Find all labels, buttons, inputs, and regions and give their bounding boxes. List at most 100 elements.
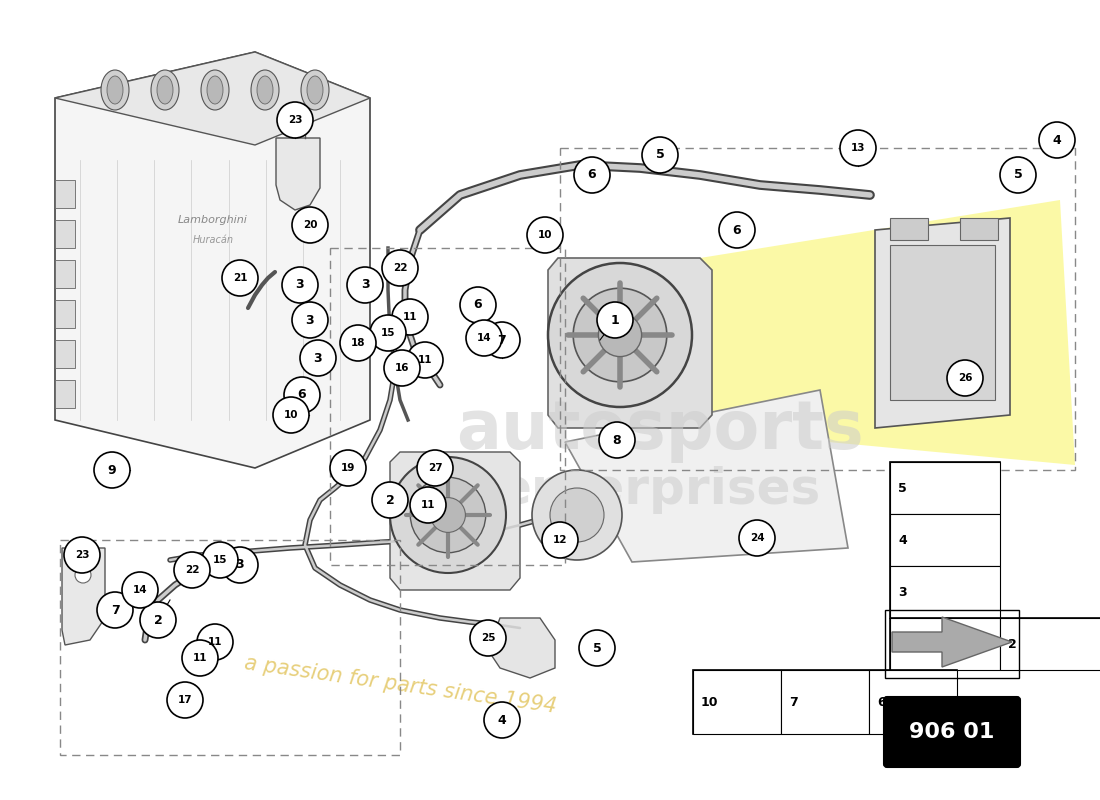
Ellipse shape [151, 70, 179, 110]
Ellipse shape [251, 70, 279, 110]
Text: 3: 3 [361, 278, 370, 291]
Text: 2: 2 [386, 494, 395, 506]
Text: 11: 11 [208, 637, 222, 647]
Bar [693, 670, 781, 734]
Circle shape [466, 320, 502, 356]
Circle shape [75, 567, 91, 583]
Text: 9: 9 [108, 463, 117, 477]
Text: 14: 14 [133, 585, 147, 595]
Circle shape [372, 482, 408, 518]
Text: 5: 5 [593, 642, 602, 654]
Circle shape [484, 322, 520, 358]
Text: 12: 12 [552, 535, 568, 545]
Bar [890, 462, 1000, 618]
Text: 4: 4 [898, 534, 906, 546]
Text: 15: 15 [381, 328, 395, 338]
Circle shape [292, 207, 328, 243]
Text: 24: 24 [750, 533, 764, 543]
Text: 6: 6 [587, 169, 596, 182]
Polygon shape [55, 52, 370, 468]
Circle shape [598, 314, 641, 357]
Text: 2: 2 [1008, 638, 1016, 650]
Circle shape [122, 572, 158, 608]
Text: 7: 7 [789, 695, 797, 709]
Text: 5: 5 [656, 149, 664, 162]
Bar [1000, 618, 1100, 670]
Polygon shape [892, 617, 1012, 667]
Circle shape [292, 302, 328, 338]
Text: 18: 18 [351, 338, 365, 348]
Circle shape [840, 130, 876, 166]
Circle shape [600, 422, 635, 458]
Circle shape [1040, 122, 1075, 158]
Circle shape [947, 360, 983, 396]
Text: 25: 25 [481, 633, 495, 643]
Bar [781, 670, 869, 734]
Ellipse shape [207, 76, 223, 104]
Text: 3: 3 [306, 314, 315, 326]
Text: 7: 7 [111, 603, 120, 617]
Bar [890, 618, 1000, 670]
Circle shape [527, 217, 563, 253]
Circle shape [532, 470, 621, 560]
Text: 13: 13 [850, 143, 866, 153]
Bar [869, 670, 957, 734]
Text: 27: 27 [428, 463, 442, 473]
Circle shape [739, 520, 776, 556]
Circle shape [346, 267, 383, 303]
Text: 906 01: 906 01 [910, 722, 994, 742]
Text: 3: 3 [314, 351, 322, 365]
Bar [890, 618, 1100, 670]
Ellipse shape [101, 70, 129, 110]
Ellipse shape [257, 76, 273, 104]
Circle shape [410, 487, 446, 523]
Polygon shape [874, 218, 1010, 428]
Circle shape [182, 640, 218, 676]
Text: 4: 4 [1053, 134, 1062, 146]
Circle shape [719, 212, 755, 248]
Circle shape [417, 450, 453, 486]
Circle shape [470, 620, 506, 656]
Text: 21: 21 [233, 273, 248, 283]
Circle shape [167, 682, 204, 718]
Bar [55, 220, 75, 248]
Circle shape [548, 263, 692, 407]
Circle shape [484, 702, 520, 738]
Ellipse shape [301, 70, 329, 110]
Circle shape [430, 498, 465, 533]
Circle shape [384, 350, 420, 386]
Polygon shape [488, 618, 556, 678]
Bar [60, 540, 400, 755]
Bar [890, 514, 1000, 566]
Text: Huracán: Huracán [192, 235, 233, 245]
Text: 11: 11 [418, 355, 432, 365]
Bar [890, 218, 928, 240]
Circle shape [282, 267, 318, 303]
Text: 11: 11 [192, 653, 207, 663]
Text: 23: 23 [288, 115, 302, 125]
Circle shape [382, 250, 418, 286]
Text: autosports: autosports [456, 397, 864, 463]
Circle shape [300, 340, 336, 376]
Circle shape [410, 478, 486, 553]
Circle shape [174, 552, 210, 588]
Ellipse shape [307, 76, 323, 104]
Text: enterprises: enterprises [498, 466, 822, 514]
Circle shape [64, 537, 100, 573]
Text: 4: 4 [497, 714, 506, 726]
Text: 6: 6 [877, 695, 886, 709]
Ellipse shape [201, 70, 229, 110]
Text: 5: 5 [898, 482, 906, 494]
Circle shape [407, 342, 443, 378]
Polygon shape [548, 258, 712, 428]
Circle shape [140, 602, 176, 638]
Bar [560, 148, 1075, 470]
Bar [960, 218, 998, 240]
Text: 2: 2 [154, 614, 163, 626]
Text: 1: 1 [610, 314, 619, 326]
Ellipse shape [107, 76, 123, 104]
Bar [55, 260, 75, 288]
Polygon shape [700, 200, 1075, 465]
Text: 6: 6 [733, 223, 741, 237]
Text: 22: 22 [393, 263, 407, 273]
